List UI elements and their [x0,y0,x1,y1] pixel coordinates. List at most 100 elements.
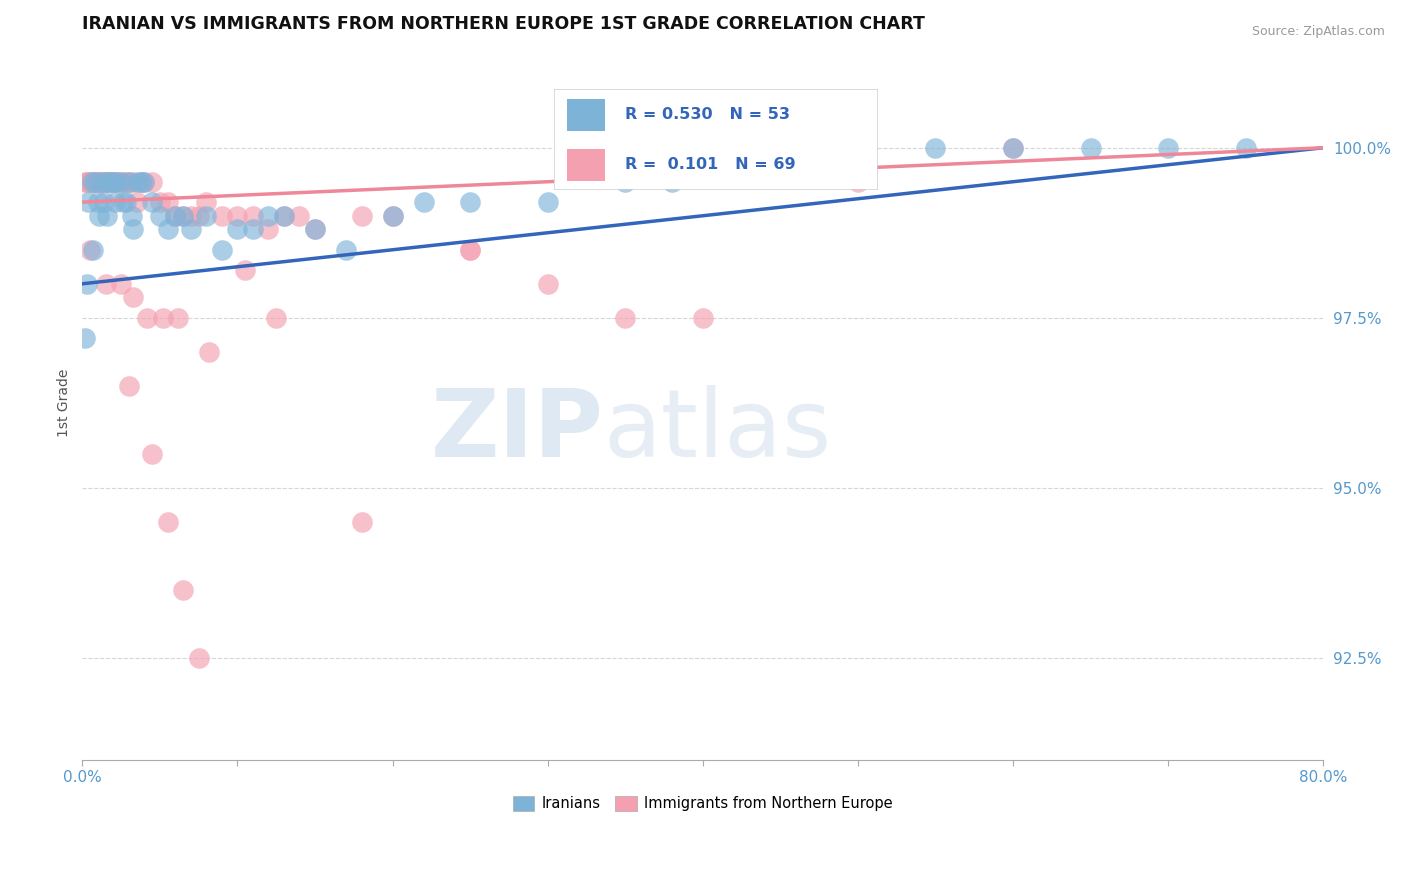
Point [723,141,745,155]
Point [94,277,117,291]
Point [692,310,714,325]
Point [84,175,107,189]
Point [118,175,141,189]
Point [77,175,100,189]
Point [149,209,172,223]
Point [172,209,194,223]
Point [846,175,869,189]
Point [195,209,218,223]
Point [195,195,218,210]
Point [198,344,221,359]
Point [537,277,560,291]
Point [412,195,434,210]
Point [257,222,280,236]
Point [93,175,115,189]
Point [226,222,249,236]
Point [335,243,357,257]
Point [152,310,174,325]
Point [381,209,404,223]
Point [614,310,637,325]
Point [350,515,373,529]
Point [118,175,141,189]
Point [90,175,112,189]
Point [288,209,311,223]
Point [122,290,145,304]
Point [79,175,101,189]
Point [1157,141,1180,155]
Point [83,175,105,189]
Point [136,310,159,325]
Point [103,175,125,189]
Point [156,222,179,236]
Point [94,175,117,189]
Point [125,195,148,210]
Point [98,175,121,189]
Point [141,175,163,189]
Point [1002,141,1025,155]
Legend: Iranians, Immigrants from Northern Europe: Iranians, Immigrants from Northern Europ… [506,790,898,817]
Point [233,263,256,277]
Point [89,209,111,223]
Point [77,195,100,210]
Point [172,209,194,223]
Point [180,222,202,236]
Point [187,209,209,223]
Point [121,209,143,223]
Point [104,195,127,210]
Point [108,175,131,189]
Text: Source: ZipAtlas.com: Source: ZipAtlas.com [1251,25,1385,38]
Point [91,175,114,189]
Point [165,209,187,223]
Point [458,243,481,257]
Point [172,582,194,597]
Point [846,154,869,169]
Point [111,195,134,210]
Point [242,222,264,236]
Point [165,209,187,223]
Point [82,175,104,189]
Point [458,195,481,210]
Point [350,209,373,223]
Point [141,195,163,210]
Point [125,175,148,189]
Point [129,175,152,189]
Point [211,209,233,223]
Point [97,175,120,189]
Point [96,209,118,223]
Point [537,195,560,210]
Point [180,209,202,223]
Point [273,209,295,223]
Point [111,175,134,189]
Point [141,447,163,461]
Point [100,175,122,189]
Point [187,651,209,665]
Point [614,175,637,189]
Point [121,175,143,189]
Point [87,195,110,210]
Point [1080,141,1102,155]
Point [80,175,103,189]
Point [76,277,98,291]
Point [103,175,125,189]
Y-axis label: 1st Grade: 1st Grade [58,368,72,437]
Text: atlas: atlas [603,385,832,477]
Point [75,175,97,189]
Point [661,175,683,189]
Point [381,209,404,223]
Text: IRANIAN VS IMMIGRANTS FROM NORTHERN EUROPE 1ST GRADE CORRELATION CHART: IRANIAN VS IMMIGRANTS FROM NORTHERN EURO… [83,15,925,33]
Point [1002,141,1025,155]
Point [82,243,104,257]
Point [458,243,481,257]
Point [769,141,792,155]
Text: ZIP: ZIP [430,385,603,477]
Point [149,195,172,210]
Point [87,175,110,189]
Point [90,175,112,189]
Point [89,175,111,189]
Point [134,175,156,189]
Point [156,195,179,210]
Point [273,209,295,223]
Point [257,209,280,223]
Point [304,222,326,236]
Point [122,222,145,236]
